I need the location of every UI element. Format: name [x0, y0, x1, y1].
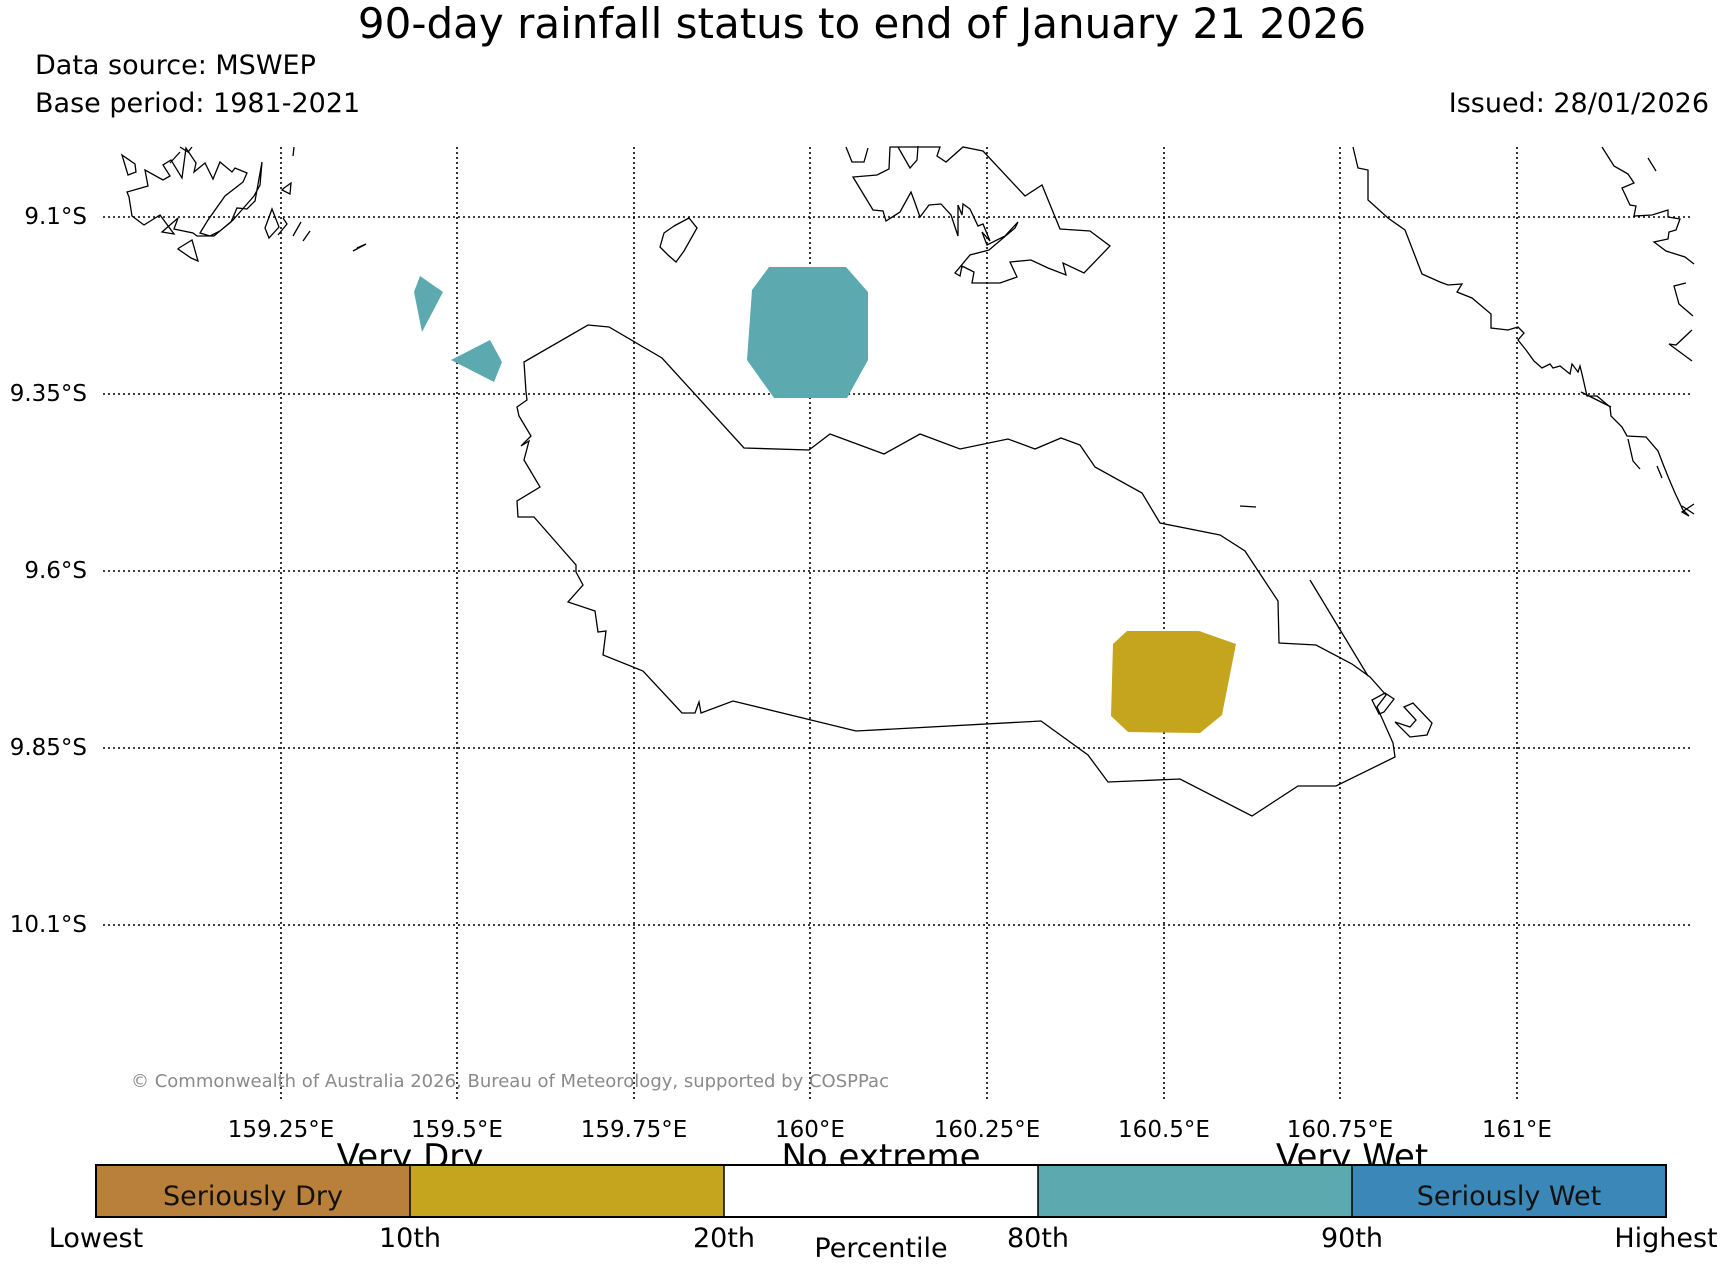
- map-title: 90-day rainfall status to end of January…: [357, 0, 1367, 48]
- very-wet-island-west-1: [414, 276, 443, 332]
- legend-axis-label: Percentile: [814, 1233, 947, 1264]
- legend-tick-highest: Highest: [1614, 1223, 1717, 1254]
- lon-label-159-25: 159.25°E: [228, 1117, 335, 1143]
- lon-label-159-75: 159.75°E: [581, 1117, 688, 1143]
- legend-seriously-dry-text: Seriously Dry: [163, 1181, 343, 1212]
- lon-label-160-75: 160.75°E: [1287, 1117, 1394, 1143]
- coastline-east-tip: [1239, 505, 1433, 738]
- lon-gridlines: [280, 147, 1518, 1100]
- lon-tick-labels: 159.25°E 159.5°E 159.75°E 160°E 160.25°E…: [228, 1117, 1552, 1143]
- very-wet-island-west-2: [451, 340, 502, 382]
- legend-segment-very-dry: [410, 1165, 724, 1217]
- legend-tick-lowest: Lowest: [49, 1223, 143, 1254]
- copyright-notice: © Commonwealth of Australia 2026, Bureau…: [131, 1071, 889, 1092]
- coastline-northeast-island: [1352, 146, 1695, 517]
- lon-label-160-25: 160.25°E: [934, 1117, 1041, 1143]
- data-source-label: Data source: MSWEP: [35, 50, 316, 81]
- legend-frame: [95, 1164, 1667, 1218]
- lat-gridlines: [103, 216, 1692, 926]
- legend-segment-seriously-dry: [96, 1165, 410, 1217]
- lat-label-9-6: 9.6°S: [24, 558, 87, 584]
- lon-label-160-5: 160.5°E: [1118, 1117, 1210, 1143]
- lat-label-9-1: 9.1°S: [24, 204, 87, 230]
- lon-label-159-5: 159.5°E: [411, 1117, 503, 1143]
- lat-label-9-85: 9.85°S: [10, 735, 87, 761]
- coastline-north-islands: [659, 145, 1111, 284]
- coastline-northwest-islands: [120, 146, 367, 263]
- legend-segment-very-wet: [1038, 1165, 1352, 1217]
- legend-tick-20th: 20th: [693, 1223, 755, 1254]
- legend-colorbar: Very Dry No extreme Very Wet Seriously D…: [49, 1137, 1718, 1264]
- lat-tick-labels: 9.1°S 9.35°S 9.6°S 9.85°S 10.1°S: [10, 204, 87, 938]
- lon-label-160: 160°E: [775, 1117, 845, 1143]
- legend-segment-seriously-wet: [1352, 1165, 1666, 1217]
- legend-segment-no-extreme: [724, 1165, 1038, 1217]
- legend-tick-80th: 80th: [1007, 1223, 1069, 1254]
- very-wet-region-north: [747, 267, 868, 398]
- lat-label-10-1: 10.1°S: [10, 912, 87, 938]
- legend-tick-10th: 10th: [379, 1223, 441, 1254]
- lon-label-161: 161°E: [1482, 1117, 1552, 1143]
- coastline-main-island: [516, 324, 1396, 817]
- issued-date-label: Issued: 28/01/2026: [1448, 88, 1709, 119]
- legend-seriously-wet-text: Seriously Wet: [1417, 1181, 1601, 1212]
- very-dry-region-southeast: [1111, 631, 1236, 733]
- lat-label-9-35: 9.35°S: [10, 381, 87, 407]
- base-period-label: Base period: 1981-2021: [35, 88, 361, 119]
- legend-tick-90th: 90th: [1321, 1223, 1383, 1254]
